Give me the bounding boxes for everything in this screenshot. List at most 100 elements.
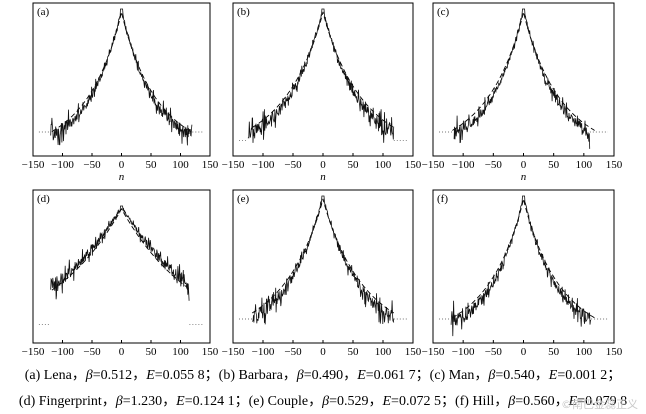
x-tick-label: 150	[405, 159, 422, 171]
panel-label: (b)	[237, 6, 250, 18]
x-tick-label: −150	[422, 159, 445, 171]
x-tick-label: 100	[375, 159, 392, 171]
x-tick-label: −50	[485, 159, 503, 171]
caption-beta-value: =0.540，	[495, 368, 549, 383]
x-tick-label: 0	[320, 159, 326, 171]
x-axis-label: n	[521, 171, 527, 183]
fitted-curve	[251, 198, 395, 314]
x-axis-label: n	[320, 171, 326, 183]
caption-beta-symbol: β	[322, 394, 330, 409]
caption-beta-symbol: β	[85, 368, 93, 383]
caption-E-value: =0.001 2；	[557, 368, 622, 383]
chart-panel-b: (b) −150 −100 −50 0 50 100 150 n	[222, 2, 422, 183]
x-tick-label: 50	[348, 159, 360, 171]
x-tick-label: 150	[202, 159, 219, 171]
fitted-curve	[51, 208, 192, 291]
caption-E-symbol: E	[548, 368, 558, 383]
chart-panel-f: (f) −150 −100 −50 0 50 100 150 n	[422, 189, 623, 360]
caption-label: (f) Hill，	[454, 394, 509, 409]
x-tick-label: 0	[119, 159, 125, 171]
x-tick-label: 50	[146, 346, 158, 358]
x-tick-label: −150	[22, 346, 45, 358]
panel-label: (e)	[237, 193, 250, 205]
x-tick-label: 100	[172, 346, 189, 358]
x-tick-label: 50	[348, 346, 360, 358]
x-tick-label: 100	[576, 159, 593, 171]
panel-label: (c)	[437, 6, 450, 18]
watermark: ©南巴金蕊正义	[561, 398, 638, 411]
histogram-curve	[247, 8, 395, 143]
x-axis-label: n	[119, 171, 125, 183]
panel-label: (f)	[437, 193, 448, 205]
histogram-curve	[50, 205, 190, 301]
x-tick-label: −100	[452, 346, 475, 358]
x-tick-label: −50	[284, 346, 302, 358]
x-tick-label: 150	[202, 346, 219, 358]
histogram-curve	[450, 195, 592, 337]
plot-frame	[32, 189, 211, 344]
x-tick-label: 0	[320, 346, 326, 358]
chart-panel-c: (c) −150 −100 −50 0 50 100 150 n	[422, 2, 623, 183]
x-tick-label: −100	[252, 159, 275, 171]
fitted-curve	[251, 11, 395, 128]
caption-beta-value: =0.490，	[303, 368, 358, 383]
x-tick-label: 100	[576, 346, 593, 358]
caption-beta-value: =0.560，	[515, 394, 569, 409]
x-tick-label: −150	[222, 346, 245, 358]
caption-beta-value: =0.529，	[329, 394, 383, 409]
histogram-curve	[252, 195, 395, 325]
caption-beta-symbol: β	[115, 394, 123, 409]
x-axis-label: n	[320, 358, 326, 360]
chart-panel-a: (a) −150 −100 −50 0 50 100 150 n	[22, 2, 219, 183]
x-tick-label: −150	[422, 346, 445, 358]
caption-E-symbol: E	[568, 394, 578, 409]
histogram-curve	[453, 8, 591, 149]
x-tick-label: 50	[548, 346, 560, 358]
x-axis-label: n	[521, 358, 527, 360]
panel-label: (d)	[37, 193, 50, 205]
caption-label: (c) Man，	[429, 368, 489, 383]
histogram-curve	[50, 8, 193, 146]
x-tick-label: −100	[452, 159, 475, 171]
caption-label: (a) Lena，	[24, 368, 86, 383]
x-tick-label: −50	[83, 159, 101, 171]
x-tick-label: 0	[521, 346, 527, 358]
chart-panel-e: (e) −150 −100 −50 0 50 100 150 n	[222, 189, 422, 360]
caption-E-value: =0.055 8；	[154, 368, 219, 383]
caption-E-symbol: E	[146, 368, 155, 383]
caption-E-value: =0.079 8	[577, 394, 628, 409]
x-tick-label: −150	[222, 159, 245, 171]
caption-E-symbol: E	[357, 368, 366, 383]
chart-panel-d: (d) −150 −100 −50 0 50 100 150 n	[22, 189, 219, 360]
caption-E-value: =0.061 7；	[365, 368, 430, 383]
caption-beta-value: =0.512，	[92, 368, 147, 383]
caption-beta-symbol: β	[296, 368, 304, 383]
x-tick-label: 0	[521, 159, 527, 171]
caption-label: (e) Couple，	[248, 394, 323, 409]
caption-beta-value: =1.230，	[122, 394, 177, 409]
x-tick-label: 0	[119, 346, 125, 358]
x-tick-label: 150	[606, 159, 623, 171]
panel-label: (a)	[37, 6, 50, 18]
caption-label: (b) Barbara，	[218, 368, 297, 383]
caption-line-2: (d) Fingerprint，β=1.230，E=0.124 1；(e) Co…	[0, 390, 646, 410]
caption-E-symbol: E	[176, 394, 185, 409]
x-tick-label: −100	[51, 159, 74, 171]
caption-E-symbol: E	[382, 394, 392, 409]
caption-beta-symbol: β	[508, 394, 516, 409]
x-tick-label: 50	[548, 159, 560, 171]
caption-label: (d) Fingerprint，	[18, 394, 116, 409]
x-tick-label: −50	[83, 346, 101, 358]
caption-line-1: (a) Lena，β=0.512，E=0.055 8；(b) Barbara，β…	[0, 364, 646, 384]
figure: (a) −150 −100 −50 0 50 100 150 n (b) −150 −100 −50 0 5…	[22, 2, 623, 360]
x-tick-label: 150	[606, 346, 623, 358]
x-tick-label: −100	[252, 346, 275, 358]
plot-frame	[232, 189, 414, 344]
x-tick-label: −150	[22, 159, 45, 171]
caption-E-value: =0.124 1；	[184, 394, 249, 409]
x-axis-label: n	[119, 358, 125, 360]
caption-beta-symbol: β	[488, 368, 496, 383]
x-tick-label: −50	[284, 159, 302, 171]
x-tick-label: 100	[375, 346, 392, 358]
x-tick-label: 50	[146, 159, 158, 171]
